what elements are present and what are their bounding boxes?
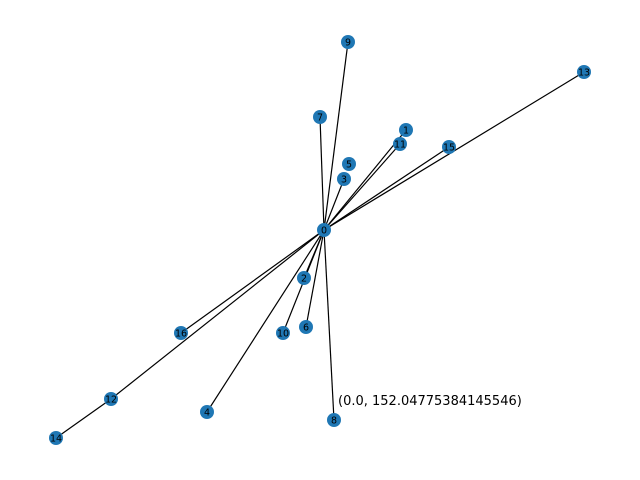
node-marker-1 <box>399 123 413 137</box>
node-1: 1 <box>399 123 413 137</box>
edge-0-12 <box>110 229 325 400</box>
node-11: 11 <box>393 137 407 151</box>
node-9: 9 <box>341 35 355 49</box>
node-marker-5 <box>342 157 356 171</box>
edges-layer <box>55 41 585 439</box>
edge-0-8 <box>323 229 335 421</box>
node-marker-6 <box>299 320 313 334</box>
edge-0-1 <box>323 129 407 231</box>
node-label-8: 8 <box>331 416 337 427</box>
node-label-1: 1 <box>403 126 409 137</box>
node-marker-13 <box>577 65 591 79</box>
node-12: 12 <box>104 392 118 406</box>
node-marker-2 <box>297 271 311 285</box>
node-label-13: 13 <box>578 68 590 79</box>
node-marker-3 <box>337 172 351 186</box>
node-10: 10 <box>276 326 290 340</box>
node-0: 0 <box>317 223 331 237</box>
node-label-10: 10 <box>277 329 289 340</box>
node-15: 15 <box>442 140 456 154</box>
node-label-9: 9 <box>345 38 351 49</box>
node-3: 3 <box>337 172 351 186</box>
node-label-2: 2 <box>301 274 307 285</box>
edge-0-9 <box>323 41 349 231</box>
node-label-11: 11 <box>394 140 406 151</box>
node-marker-7 <box>313 110 327 124</box>
node-label-3: 3 <box>341 175 347 186</box>
node-5: 5 <box>342 157 356 171</box>
node-2: 2 <box>297 271 311 285</box>
edge-0-6 <box>305 229 325 328</box>
node-marker-14 <box>49 431 63 445</box>
node-label-4: 4 <box>204 408 210 419</box>
node-4: 4 <box>200 405 214 419</box>
node-marker-4 <box>200 405 214 419</box>
node-marker-9 <box>341 35 355 49</box>
node-marker-10 <box>276 326 290 340</box>
edge-0-7 <box>319 116 325 231</box>
node-marker-0 <box>317 223 331 237</box>
node-label-6: 6 <box>303 323 309 334</box>
node-6: 6 <box>299 320 313 334</box>
edge-0-11 <box>323 143 401 231</box>
node-16: 16 <box>174 326 188 340</box>
node-label-12: 12 <box>105 395 117 406</box>
node-8: 8 <box>327 413 341 427</box>
node-marker-11 <box>393 137 407 151</box>
edge-0-3 <box>323 178 345 231</box>
edge-0-15 <box>323 146 450 231</box>
node-7: 7 <box>313 110 327 124</box>
node-marker-12 <box>104 392 118 406</box>
node-13: 13 <box>577 65 591 79</box>
node-14: 14 <box>49 431 63 445</box>
edge-12-14 <box>55 398 112 439</box>
node-label-7: 7 <box>317 113 323 124</box>
node-label-15: 15 <box>443 143 455 154</box>
node-marker-16 <box>174 326 188 340</box>
coordinate-readout: (0.0, 152.04775384145546) <box>338 394 522 409</box>
edge-0-4 <box>206 229 325 413</box>
node-marker-8 <box>327 413 341 427</box>
node-label-16: 16 <box>175 329 187 340</box>
node-label-14: 14 <box>50 434 62 445</box>
edge-0-16 <box>180 229 325 334</box>
node-label-5: 5 <box>346 160 352 171</box>
node-marker-15 <box>442 140 456 154</box>
node-label-0: 0 <box>321 226 327 237</box>
